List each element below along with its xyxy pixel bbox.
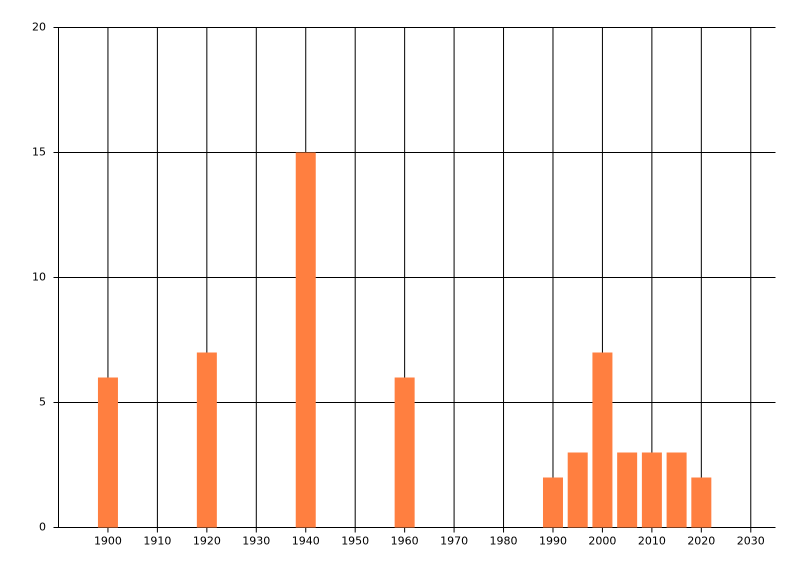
x-tick-label: 1930 <box>242 535 270 548</box>
x-tick-label: 1940 <box>292 535 320 548</box>
bar <box>567 452 588 528</box>
x-tick-label: 1920 <box>193 535 221 548</box>
x-tick-label: 2020 <box>687 535 715 548</box>
x-tick-label: 2030 <box>737 535 765 548</box>
x-tick-label: 1960 <box>391 535 419 548</box>
bar <box>295 152 316 528</box>
x-tick-label: 1970 <box>440 535 468 548</box>
x-tick-label: 2010 <box>638 535 666 548</box>
y-tick-label: 20 <box>32 21 46 34</box>
bar <box>666 452 687 528</box>
y-tick-label: 15 <box>32 146 46 159</box>
bar <box>691 477 712 528</box>
x-tick-label: 1910 <box>143 535 171 548</box>
bar <box>196 352 217 528</box>
x-tick-label: 1950 <box>341 535 369 548</box>
x-tick-label: 1900 <box>94 535 122 548</box>
x-tick-label: 1980 <box>490 535 518 548</box>
y-tick-label: 5 <box>39 396 46 409</box>
bar <box>592 352 613 528</box>
y-tick-label: 10 <box>32 271 46 284</box>
bar <box>617 452 638 528</box>
x-tick-label: 1990 <box>539 535 567 548</box>
bar <box>394 377 415 528</box>
bar <box>542 477 563 528</box>
y-tick-label: 0 <box>39 521 46 534</box>
bar <box>641 452 662 528</box>
x-tick-label: 2000 <box>588 535 616 548</box>
bar <box>97 377 118 528</box>
